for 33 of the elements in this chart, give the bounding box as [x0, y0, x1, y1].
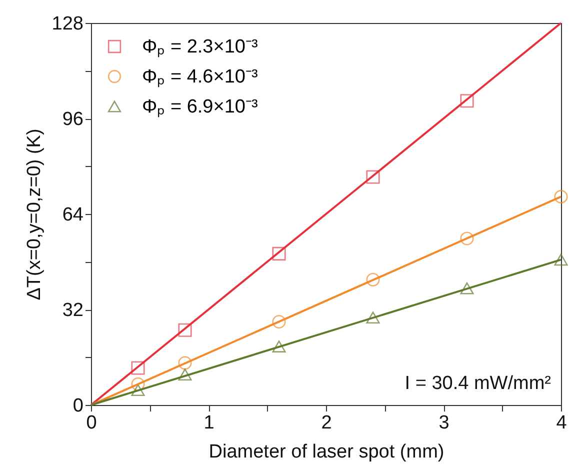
point — [366, 170, 380, 184]
point — [131, 361, 145, 375]
legend-label: Φₚ = 2.3×10⁻³ — [142, 36, 258, 58]
x-tick-label: 4 — [556, 412, 568, 434]
y-tick-label: 64 — [62, 204, 84, 226]
point — [460, 282, 474, 294]
y-axis-title: ΔT(x=0,y=0,z=0) (K) — [24, 128, 45, 300]
point — [178, 356, 192, 370]
point — [272, 314, 286, 328]
x-tick-label: 0 — [86, 412, 97, 434]
annotation: I = 30.4 mW/mm² — [404, 373, 551, 394]
legend-label: Φₚ = 6.9×10⁻³ — [142, 96, 258, 118]
y-tick-label: 128 — [52, 14, 84, 34]
x-tick-label: 3 — [438, 412, 450, 434]
x-tick-label: 2 — [321, 412, 332, 434]
point — [366, 272, 380, 286]
point — [131, 377, 145, 391]
point — [366, 312, 380, 324]
y-tick-label: 0 — [72, 396, 84, 416]
x-tick-label: 1 — [204, 412, 214, 434]
point — [178, 368, 192, 381]
point — [554, 254, 568, 266]
point — [272, 246, 286, 260]
point — [131, 384, 145, 396]
point — [272, 340, 286, 352]
y-tick-label: 96 — [62, 109, 84, 130]
x-axis-title: Diameter of laser spot (mm) — [208, 442, 444, 462]
legend-label: Φₚ = 4.6×10⁻³ — [142, 66, 258, 88]
point — [460, 232, 474, 246]
point — [554, 190, 568, 204]
y-tick-label: 32 — [62, 300, 84, 321]
point — [460, 94, 474, 108]
point — [178, 323, 192, 337]
